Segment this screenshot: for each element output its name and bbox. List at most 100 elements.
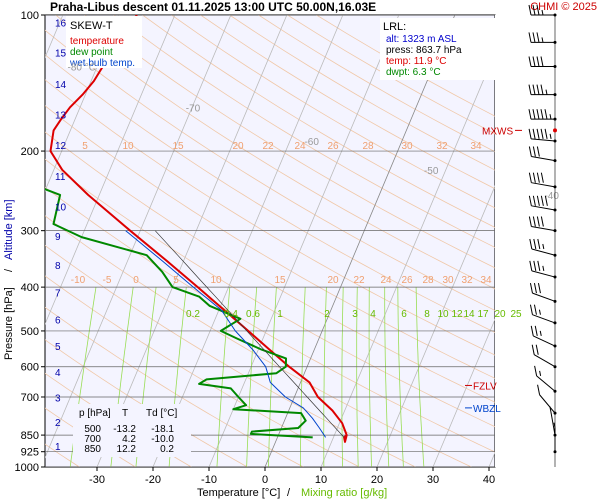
mxws-dot (553, 128, 557, 133)
y-axis-label: Pressure [hPa] (3, 287, 15, 360)
wind-barb-point (553, 40, 557, 44)
dry-adiabat-label: -40 (544, 191, 559, 202)
table-cell: 850 (84, 444, 101, 455)
wind-barb-feather (544, 195, 548, 206)
wind-barb-feather (534, 365, 538, 376)
wind-barb-feather (532, 216, 536, 227)
wind-barb (528, 32, 557, 44)
lrl-temperature: temp: 11.9 °C (386, 56, 447, 67)
moist-adiabat-label: 32 (436, 141, 448, 152)
mixing-ratio-label: 0.6 (246, 309, 260, 320)
wind-barb-point (553, 253, 557, 257)
wind-barb-feather (528, 128, 532, 140)
wind-barb-point (553, 321, 557, 325)
wind-barb-staff (531, 155, 556, 162)
wind-barb-feather (532, 56, 536, 67)
wind-barb-staff (531, 248, 556, 256)
wind-barb-feather (537, 238, 541, 250)
dry-adiabat-label: -70 (186, 103, 201, 114)
moist-adiabat-label: 22 (353, 275, 365, 286)
altitude-tick-label: 3 (55, 393, 61, 404)
wind-barb-feather (533, 238, 537, 250)
wind-barb-feather (540, 109, 544, 120)
wind-barb (528, 195, 557, 212)
mixing-ratio-label: 8 (424, 309, 430, 320)
altitude-tick-label: 16 (55, 19, 67, 30)
pressure-tick-label: 700 (21, 392, 39, 404)
altitude-tick-label: 8 (55, 261, 61, 272)
wind-barb-staff (531, 270, 556, 278)
pressure-tick-label: 200 (21, 146, 39, 158)
wind-barb-staff (536, 375, 556, 392)
series-wet-bulb-temp (125, 230, 327, 438)
moist-adiabat-label: 10 (122, 141, 134, 152)
dry-adiabat-label: -60 (304, 137, 319, 148)
table-box (73, 404, 191, 457)
isotherm (376, 185, 495, 467)
wind-barb-staff (532, 292, 556, 302)
pressure-tick-label: 400 (21, 282, 39, 294)
temperature-tick-label: 0 (262, 474, 268, 486)
isotherm (45, 15, 176, 326)
axes: -80 °C-70-60-50-40-30-20-10 °C5101520222… (15, 10, 560, 486)
wind-barb-feather (531, 344, 535, 355)
mixing-ratio-label: 0.2 (186, 309, 200, 320)
altitude-tick-label: 9 (55, 232, 61, 243)
wind-barb-feather (544, 128, 548, 140)
pressure-tick-label: 850 (21, 430, 39, 442)
isotherm (264, 15, 456, 467)
isotherm (432, 318, 495, 467)
pressure-tick-label: 300 (21, 226, 39, 238)
wind-barb-feather (528, 146, 532, 157)
wind-barb (531, 344, 557, 369)
x-axis-separator: / (287, 487, 291, 499)
altitude-tick-label: 5 (55, 342, 61, 353)
wind-barb-feather (536, 195, 540, 206)
isotherm (45, 15, 232, 459)
y-axis-separator: / (3, 268, 15, 272)
wind-barb (528, 4, 557, 17)
mixing-ratio-label: 10 (437, 309, 449, 320)
wind-barb (528, 56, 557, 69)
lrl-pressure: press: 863.7 hPa (386, 45, 462, 56)
wind-barb-feather (540, 195, 544, 206)
table-cell: -13.2 (113, 424, 136, 435)
wind-barb (528, 146, 557, 163)
wbzl-label: WBZL (473, 404, 501, 415)
wind-barb-half (549, 114, 552, 120)
wind-barb-feather (530, 325, 534, 336)
dry-adiabat (45, 105, 495, 379)
pressure-tick-label: 100 (21, 10, 39, 22)
moist-adiabat-label: -10 (71, 275, 86, 286)
dry-adiabat (45, 54, 495, 333)
moist-adiabat-label: 22 (262, 141, 274, 152)
wind-barb-feather (528, 32, 532, 43)
wind-panel (495, 15, 595, 467)
lrl-altitude: alt: 1323 m ASL (386, 34, 457, 45)
moist-adiabat-label: 24 (380, 275, 392, 286)
wind-barb-staff (532, 314, 556, 324)
wind-barb (549, 406, 557, 437)
mixing-ratio-label: 2 (324, 309, 330, 320)
wind-barb (553, 422, 557, 454)
isotherm (96, 15, 288, 467)
dry-adiabat (171, 15, 495, 209)
dry-adiabat (142, 15, 495, 228)
wind-barb-point (553, 389, 557, 393)
mixing-ratio-label: 20 (494, 309, 506, 320)
wind-barb-point (553, 299, 557, 303)
wind-barb-point (553, 411, 557, 415)
wind-barb-feather (532, 146, 536, 157)
legend-dew-point: dew point (70, 47, 113, 58)
table-header-t: T (122, 408, 128, 419)
moist-adiabat-label: 32 (461, 275, 473, 286)
wind-barb (528, 128, 557, 143)
altitude-tick-label: 6 (55, 316, 61, 327)
wind-barb-staff (531, 182, 556, 188)
wind-barb-feather (532, 32, 536, 43)
altitude-tick-label: 11 (55, 172, 66, 183)
wind-barb-half (545, 89, 548, 95)
pressure-tick-label: 500 (21, 326, 39, 338)
moist-adiabat-label: 20 (232, 141, 244, 152)
